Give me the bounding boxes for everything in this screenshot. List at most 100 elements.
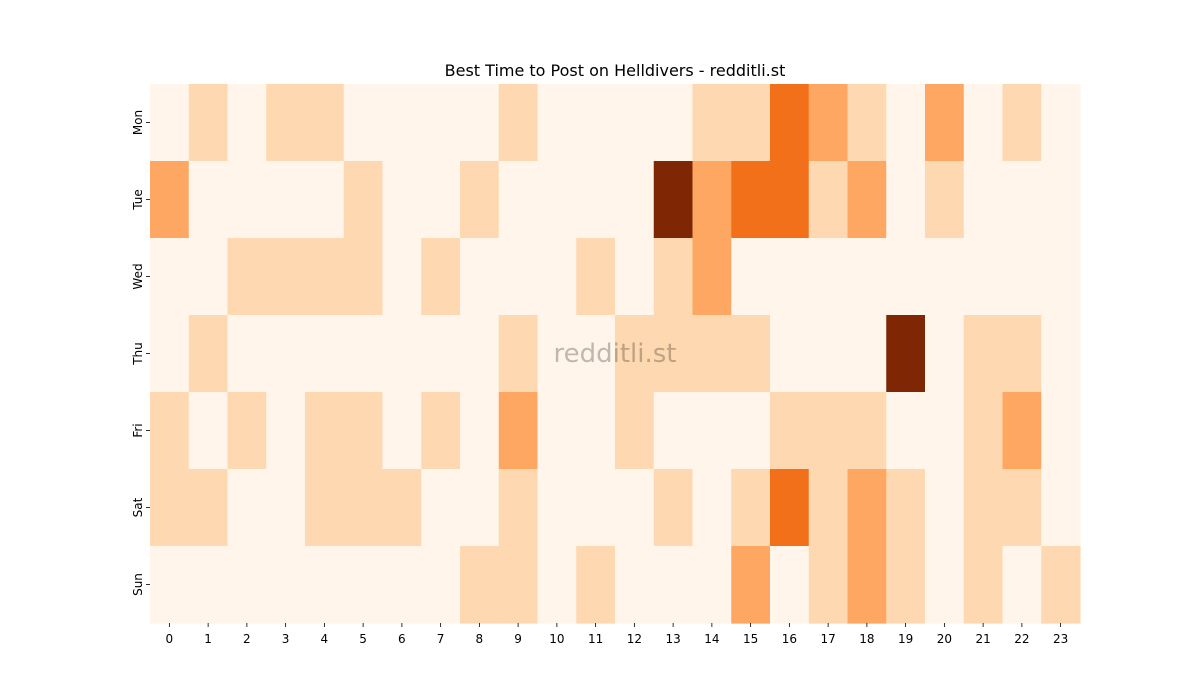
heatmap-cell <box>1002 546 1042 624</box>
heatmap-cell <box>343 238 384 316</box>
chart-title: Best Time to Post on Helldivers - reddit… <box>445 61 786 80</box>
heatmap-cell <box>188 392 229 470</box>
heatmap-cell <box>537 315 577 393</box>
heatmap-cell <box>382 469 422 547</box>
heatmap-cell <box>382 84 422 162</box>
heatmap-cell <box>615 392 655 470</box>
heatmap-cell <box>653 238 694 316</box>
heatmap-cell <box>731 161 771 239</box>
heatmap-cell <box>576 469 616 547</box>
heatmap-cell <box>150 546 190 624</box>
heatmap-cell <box>150 392 190 470</box>
heatmap-cell <box>808 546 849 624</box>
x-tick-label: 15 <box>743 632 758 646</box>
heatmap-cell <box>343 84 384 162</box>
heatmap-cell <box>537 469 577 547</box>
heatmap-cell <box>847 84 887 162</box>
heatmap-cell <box>886 392 926 470</box>
x-tick-label: 14 <box>704 632 719 646</box>
x-tick-label: 1 <box>204 632 212 646</box>
x-tick-label: 18 <box>859 632 874 646</box>
x-tick-label: 10 <box>549 632 564 646</box>
heatmap-cell <box>770 469 810 547</box>
heatmap-cell <box>421 469 461 547</box>
heatmap-cell <box>460 392 500 470</box>
heatmap-cell <box>653 469 694 547</box>
heatmap-cell <box>460 315 500 393</box>
x-tick-label: 9 <box>514 632 522 646</box>
heatmap-cell <box>1041 238 1081 316</box>
heatmap-cell <box>615 161 655 239</box>
y-tick-label: Mon <box>131 110 145 135</box>
heatmap-cell <box>343 315 384 393</box>
heatmap-cell <box>963 469 1004 547</box>
y-tick-label: Thu <box>131 342 145 366</box>
heatmap-cell <box>847 469 887 547</box>
y-tick-label: Sat <box>131 497 145 517</box>
x-tick-label: 21 <box>975 632 990 646</box>
heatmap-cell <box>498 238 539 316</box>
heatmap-cell <box>808 84 849 162</box>
heatmap-cell <box>266 238 306 316</box>
heatmap-cell <box>150 469 190 547</box>
heatmap-cell <box>305 392 345 470</box>
heatmap-cell <box>886 315 926 393</box>
heatmap-cell <box>150 315 190 393</box>
heatmap-cell <box>382 161 422 239</box>
heatmap-cell <box>421 546 461 624</box>
x-axis: 0 1 2 3 4 5 6 7 8 9 10 11 12 13 14 15 16 17 18 19 20 21 22 23 <box>166 623 1068 646</box>
heatmap-cell <box>963 315 1004 393</box>
heatmap-cell <box>266 546 306 624</box>
heatmap-cell <box>692 392 732 470</box>
heatmap-cell <box>692 469 732 547</box>
heatmap-cell <box>460 84 500 162</box>
heatmap-cell <box>1002 392 1042 470</box>
heatmap-cell <box>731 392 771 470</box>
heatmap-cell <box>460 469 500 547</box>
heatmap-cell <box>653 546 694 624</box>
heatmap-cell <box>150 84 190 162</box>
heatmap-cell <box>382 238 422 316</box>
heatmap-cell <box>886 238 926 316</box>
heatmap-cell <box>847 238 887 316</box>
y-tick-label: Sun <box>131 573 145 596</box>
heatmap-cell <box>1041 315 1081 393</box>
heatmap-cell <box>770 546 810 624</box>
heatmap-cell <box>1002 469 1042 547</box>
heatmap-cell <box>576 238 616 316</box>
heatmap-cell <box>615 315 655 393</box>
heatmap-cell <box>188 84 229 162</box>
heatmap-cell <box>576 161 616 239</box>
heatmap-cell <box>770 84 810 162</box>
x-tick-label: 11 <box>588 632 603 646</box>
heatmap-cell <box>421 84 461 162</box>
x-tick-label: 2 <box>243 632 251 646</box>
y-tick-label: Fri <box>131 423 145 437</box>
y-tick-label: Tue <box>131 189 145 211</box>
heatmap-cell <box>653 84 694 162</box>
heatmap-cell <box>731 84 771 162</box>
heatmap-cell <box>808 392 849 470</box>
heatmap-cell <box>808 315 849 393</box>
heatmap-cell <box>537 161 577 239</box>
heatmap-cell <box>925 469 965 547</box>
heatmap-cell <box>498 315 539 393</box>
heatmap-cell <box>1041 84 1081 162</box>
heatmap-cell <box>421 161 461 239</box>
heatmap-cell <box>692 315 732 393</box>
heatmap-cell <box>537 546 577 624</box>
heatmap-cell <box>343 469 384 547</box>
heatmap-cell <box>421 392 461 470</box>
x-tick-label: 20 <box>937 632 952 646</box>
heatmap-cell <box>925 161 965 239</box>
heatmap-cell <box>305 546 345 624</box>
heatmap-cell <box>343 546 384 624</box>
x-tick-label: 8 <box>476 632 484 646</box>
heatmap-cell <box>847 392 887 470</box>
heatmap-cells <box>150 84 1081 624</box>
heatmap-cell <box>537 84 577 162</box>
heatmap-cell <box>1002 238 1042 316</box>
heatmap-cell <box>382 315 422 393</box>
